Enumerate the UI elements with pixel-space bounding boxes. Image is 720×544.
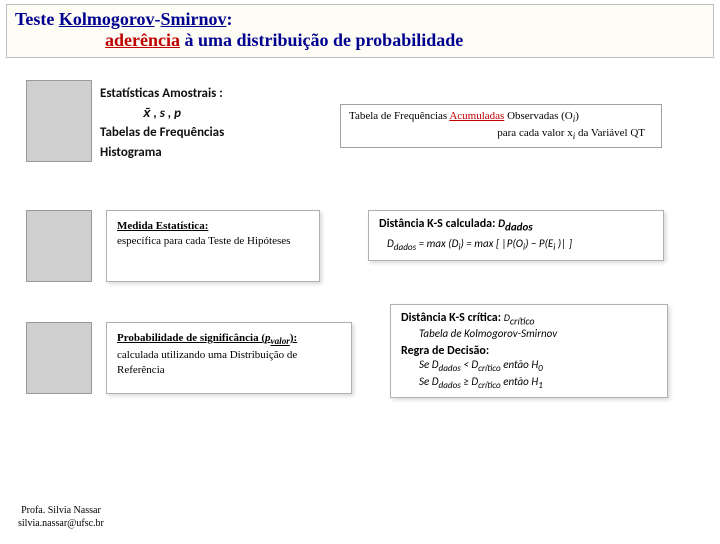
- gap2: [92, 210, 106, 282]
- klg: ) − P(E: [525, 237, 553, 250]
- kscrit-l2: Tabela de Kolmogorov-Smirnov: [401, 327, 657, 340]
- r2a: Se D: [419, 375, 438, 388]
- t1d: Smirnov: [161, 9, 227, 29]
- card-medida-body: Medida Estatística: específica para cada…: [107, 211, 319, 258]
- kli: )| ]: [555, 237, 572, 250]
- fb1c: Observadas (O: [504, 110, 572, 122]
- r2e: então H: [501, 375, 538, 388]
- t1b: Kolmogorov: [59, 9, 155, 29]
- stage1-l4: Histograma: [100, 143, 224, 163]
- r1e: então H: [501, 358, 538, 371]
- t2a: aderência: [105, 30, 180, 50]
- stage1-thumb: [26, 80, 92, 162]
- cp-body: calculada utilizando uma Distribuição de…: [117, 349, 297, 376]
- fb2c: da Variável QT: [575, 127, 645, 139]
- stage1-l3: Tabelas de Frequências: [100, 123, 224, 143]
- r1f: 0: [538, 364, 543, 375]
- stage1-row: Estatísticas Amostrais : x̄ , s , p Tabe…: [26, 80, 232, 166]
- stage2-thumb: [26, 210, 92, 282]
- t2b: à uma distribuição de probabilidade: [180, 30, 463, 50]
- card-prob: Probabilidade de significância (pvalor):…: [106, 322, 352, 394]
- stage3-thumb: [26, 322, 92, 394]
- kscrit-rh: Regra de Decisão:: [401, 340, 657, 358]
- kscrit-l1: Distância K-S crítica: Dcrítico: [401, 311, 657, 327]
- kca: Distância K-S calculada:: [379, 217, 498, 231]
- cm-h: Medida Estatística:: [117, 220, 208, 232]
- freq-line2: para cada valor xi da Variável QT: [349, 126, 653, 143]
- cp-hd: ):: [290, 332, 297, 344]
- kcb: D: [498, 217, 505, 230]
- r2f: 1: [538, 380, 543, 391]
- stage3-row: Probabilidade de significância (pvalor):…: [26, 322, 352, 394]
- ks-calc-head: Distância K-S calculada: Ddados: [369, 211, 663, 235]
- stage1-l2: x̄ , s , p: [143, 106, 181, 121]
- klb: dados: [394, 243, 416, 254]
- ks-crit-box: Distância K-S crítica: Dcrítico Tabela d…: [390, 304, 668, 398]
- fb2a: para cada valor x: [497, 127, 572, 139]
- r1c: < D: [461, 358, 478, 371]
- card-medida: Medida Estatística: específica para cada…: [106, 210, 320, 282]
- stage1-text: Estatísticas Amostrais : x̄ , s , p Tabe…: [92, 80, 232, 166]
- kscrit-r2: Se Ddados ≥ Dcrítico então H1: [401, 375, 657, 391]
- fb1e: ): [575, 110, 579, 122]
- klc: = max (D: [416, 237, 458, 250]
- cp-ha: Probabilidade de significância (: [117, 332, 265, 344]
- fb1b: Acumuladas: [449, 110, 504, 122]
- title-line1: Teste Kolmogorov-Smirnov:: [15, 9, 705, 30]
- r2d: crítico: [478, 380, 501, 391]
- kle: ) = max [ |P(O: [460, 237, 523, 250]
- cp-hc: valor: [271, 336, 290, 346]
- freq-line1: Tabela de Frequências Acumuladas Observa…: [349, 109, 653, 126]
- footer-l2: silvia.nassar@ufsc.br: [18, 517, 104, 530]
- ks-calc-line: Ddados = max (Di) = max [ |P(Oi) − P(Ei …: [369, 235, 663, 259]
- r1d: crítico: [478, 364, 501, 375]
- t1e: :: [227, 9, 233, 29]
- t1a: Teste: [15, 9, 59, 29]
- title-box: Teste Kolmogorov-Smirnov: aderência à um…: [6, 4, 714, 58]
- gap3: [92, 322, 106, 394]
- kcc: dados: [505, 220, 533, 233]
- r2c: ≥ D: [461, 375, 478, 388]
- r1a: Se D: [419, 358, 438, 371]
- footer: Profa. Silvia Nassar silvia.nassar@ufsc.…: [18, 504, 104, 530]
- kla: D: [387, 237, 394, 250]
- cm-body: específica para cada Teste de Hipóteses: [117, 235, 290, 247]
- ks-calc-box: Distância K-S calculada: Ddados Ddados =…: [368, 210, 664, 261]
- stage1-l1: Estatísticas Amostrais :: [100, 84, 224, 104]
- title-line2: aderência à uma distribuição de probabil…: [15, 30, 705, 51]
- fb1a: Tabela de Frequências: [349, 110, 449, 122]
- footer-l1: Profa. Silvia Nassar: [18, 504, 104, 517]
- r2b: dados: [438, 380, 460, 391]
- kscrit-r1: Se Ddados < Dcrítico então H0: [401, 358, 657, 374]
- r1b: dados: [438, 364, 460, 375]
- kc1c: crítico: [510, 314, 535, 327]
- freq-box: Tabela de Frequências Acumuladas Observa…: [340, 104, 662, 148]
- stage2-row: Medida Estatística: específica para cada…: [26, 210, 320, 282]
- card-prob-body: Probabilidade de significância (pvalor):…: [107, 323, 351, 387]
- kc1a: Distância K-S crítica:: [401, 311, 504, 325]
